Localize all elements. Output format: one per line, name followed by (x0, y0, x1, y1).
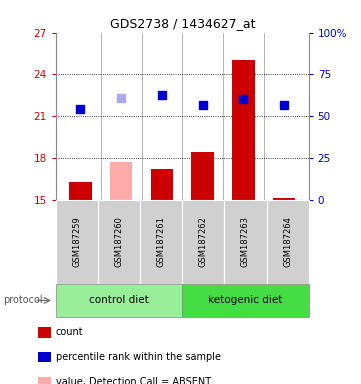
Bar (110, 162, 132, 200)
Text: GSM187264: GSM187264 (283, 217, 292, 267)
Text: GSM187260: GSM187260 (115, 217, 123, 267)
Point (159, 92, 165, 98)
Text: value, Detection Call = ABSENT: value, Detection Call = ABSENT (56, 377, 211, 384)
Point (240, 96, 246, 103)
Text: GSM187259: GSM187259 (73, 217, 82, 267)
Text: control diet: control diet (89, 295, 149, 306)
Point (200, 102, 205, 108)
Text: GSM187261: GSM187261 (157, 217, 166, 267)
Bar (232, 61, 255, 200)
Bar (151, 169, 173, 200)
Bar (191, 152, 214, 200)
Bar (69, 182, 92, 200)
Text: count: count (56, 327, 84, 337)
Text: GSM187263: GSM187263 (241, 217, 250, 267)
Title: GDS2738 / 1434627_at: GDS2738 / 1434627_at (109, 17, 255, 30)
Text: ketogenic diet: ketogenic diet (208, 295, 283, 306)
Bar (273, 198, 295, 200)
Point (281, 102, 287, 108)
Point (78, 106, 83, 112)
Point (118, 95, 124, 101)
Text: percentile rank within the sample: percentile rank within the sample (56, 352, 221, 362)
Text: GSM187262: GSM187262 (199, 217, 208, 267)
Text: protocol: protocol (4, 295, 43, 306)
